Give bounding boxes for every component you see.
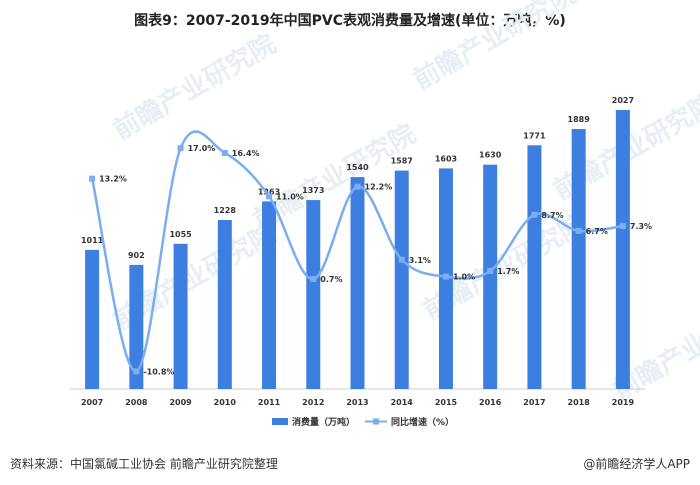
bar — [571, 129, 586, 390]
x-tick-label: 2007 — [81, 398, 103, 407]
x-tick-label: 2009 — [169, 398, 192, 407]
line-value-label: 11.0% — [276, 192, 304, 201]
bar-value-label: 2027 — [612, 96, 634, 105]
line-point — [177, 145, 184, 152]
legend-line-marker — [373, 418, 379, 425]
bar-value-label: 1363 — [258, 187, 280, 196]
chart-title: 图表9：2007-2019年中国PVC表观消费量及增速(单位：万吨，%) — [134, 13, 566, 29]
line-value-label: 12.2% — [365, 183, 393, 192]
bar-value-label: 1630 — [479, 151, 502, 160]
line-point — [619, 223, 626, 230]
line-value-label: 8.7% — [541, 211, 563, 220]
line-value-label: 1.7% — [497, 267, 519, 276]
line-value-label: 6.7% — [586, 227, 608, 236]
line-point — [133, 368, 140, 375]
x-tick-label: 2013 — [346, 398, 368, 407]
bar — [306, 200, 321, 389]
bar — [217, 220, 232, 389]
x-tick-label: 2019 — [612, 398, 635, 407]
bar-value-label: 1055 — [169, 230, 192, 239]
bar — [173, 243, 188, 389]
bar-value-label: 1587 — [391, 157, 413, 166]
x-tick-label: 2011 — [258, 398, 281, 407]
x-tick-label: 2014 — [391, 398, 414, 407]
source-note: 资料来源：中国氯碱工业协会 前瞻产业研究院整理 — [10, 457, 278, 471]
bar — [615, 110, 630, 389]
bar — [527, 145, 542, 389]
bar-value-label: 1603 — [435, 154, 457, 163]
line-value-label: 16.4% — [232, 149, 260, 158]
line-value-label: -10.8% — [143, 367, 174, 376]
line-value-label: 1.0% — [453, 273, 475, 282]
line-value-label: 13.2% — [99, 175, 127, 184]
bar-value-label: 1373 — [302, 186, 324, 195]
x-tick-label: 2008 — [125, 398, 148, 407]
bar — [85, 249, 100, 389]
x-tick-label: 2017 — [523, 398, 545, 407]
bar-value-label: 1011 — [81, 236, 104, 245]
watermark-text: 前瞻产业研究院 — [108, 28, 281, 146]
bar-value-label: 1540 — [346, 163, 369, 172]
bar-value-label: 1889 — [568, 115, 591, 124]
line-point — [310, 276, 317, 283]
x-tick-labels: 2007 2008 2009 2010 2011 2012 2013 2014 2015 2016… — [81, 398, 634, 407]
line-point — [266, 193, 273, 200]
bar-value-label: 1228 — [214, 206, 237, 215]
bar-value-label: 1771 — [523, 131, 546, 140]
x-tick-label: 2018 — [568, 398, 591, 407]
legend: 消费量（万吨） 同比增速（%） — [272, 416, 454, 428]
bar — [483, 164, 498, 389]
line-point — [531, 211, 538, 218]
bar-series — [85, 110, 630, 390]
line-point — [354, 183, 361, 190]
brand-note: @前瞻经济学人APP — [583, 457, 690, 471]
bar — [394, 170, 409, 389]
line-point — [575, 227, 582, 234]
legend-bar-swatch — [272, 418, 288, 425]
x-tick-label: 2016 — [479, 398, 502, 407]
line-value-label: 3.1% — [409, 256, 431, 265]
line-point — [487, 267, 494, 274]
line-point — [398, 256, 405, 263]
bar — [350, 177, 365, 389]
line-point — [221, 149, 228, 156]
legend-bar-label: 消费量（万吨） — [292, 416, 355, 428]
bar — [262, 201, 277, 389]
line-value-label: 7.3% — [630, 222, 652, 231]
line-value-label: 17.0% — [188, 144, 216, 153]
line-value-labels: 13.2% -10.8% 17.0% 16.4% 11.0% 0.7% 12.2% 3.1% 1… — [99, 144, 652, 376]
bar — [129, 264, 144, 389]
line-series — [89, 130, 626, 375]
line-value-label: 0.7% — [320, 275, 342, 284]
legend-line-label: 同比增速（%） — [391, 416, 454, 428]
bar-value-labels: 1011 902 1055 1228 1363 1373 1540 1587 1603 1630 1… — [81, 96, 634, 260]
x-tick-label: 2015 — [435, 398, 458, 407]
line-point — [89, 175, 96, 182]
watermark-text: 前瞻产业研究院 — [408, 0, 581, 96]
bar-value-label: 902 — [128, 251, 145, 260]
line-point — [442, 273, 449, 280]
growth-line — [90, 130, 624, 373]
x-tick-label: 2010 — [214, 398, 237, 407]
x-tick-label: 2012 — [302, 398, 324, 407]
